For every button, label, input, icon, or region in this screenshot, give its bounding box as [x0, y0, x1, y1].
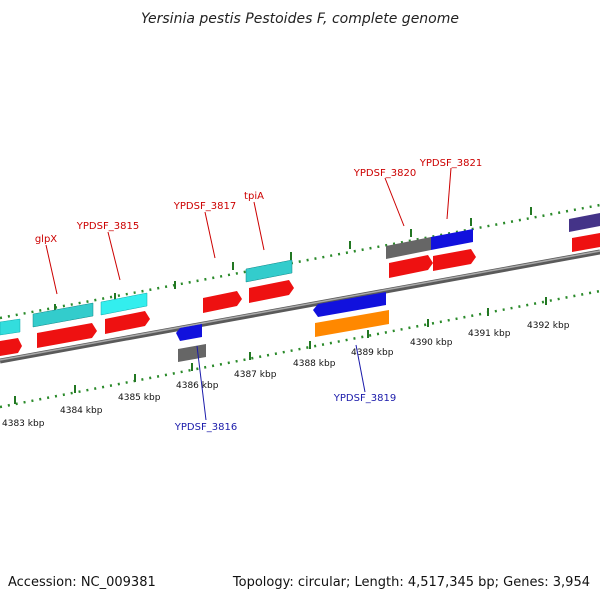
feature-ypdsf3820-gene[interactable]: [386, 237, 431, 259]
feature-ypdsf3821-gene[interactable]: [431, 229, 473, 250]
tick-label-4388: 4388 kbp: [293, 359, 336, 369]
feature-ypdsf3815-gene[interactable]: [100, 292, 148, 316]
label-ypdsf3815[interactable]: YPDSF_3815: [76, 221, 139, 232]
label-ypdsf3816[interactable]: YPDSF_3816: [174, 422, 237, 433]
tick-label-4389: 4389 kbp: [351, 348, 394, 358]
feature-ypdsf3816-gene[interactable]: [176, 324, 202, 341]
label-ypdsf3817[interactable]: YPDSF_3817: [173, 201, 236, 212]
feature-glpX-cds[interactable]: [37, 323, 97, 348]
tick-labels: 4383 kbp 4384 kbp 4385 kbp 4386 kbp 4387…: [2, 321, 570, 429]
label-connectors: [45, 167, 452, 421]
feature-ypdsf3819-gene[interactable]: [313, 292, 386, 317]
feature-ypdsf3819-cds[interactable]: [315, 310, 389, 337]
label-glpX[interactable]: glpX: [35, 234, 57, 245]
feature-tpiA-cds[interactable]: [249, 280, 294, 303]
feature-ypdsf3821-cds[interactable]: [433, 249, 476, 271]
label-ypdsf3821[interactable]: YPDSF_3821: [419, 158, 482, 169]
feature-glpX-gene[interactable]: [32, 302, 94, 328]
feature-tpiA-gene[interactable]: [245, 259, 293, 283]
label-tpiA[interactable]: tpiA: [244, 191, 264, 202]
genome-summary-text: Topology: circular; Length: 4,517,345 bp…: [232, 575, 590, 590]
feature-ypdsf3817-cds[interactable]: [203, 291, 242, 313]
genome-backbone: [0, 249, 600, 364]
label-ypdsf3819[interactable]: YPDSF_3819: [333, 393, 396, 404]
tick-label-4391: 4391 kbp: [468, 329, 511, 339]
feature-purple-right-edge[interactable]: [569, 213, 600, 232]
feature-ypdsf3820-cds[interactable]: [389, 255, 433, 278]
tick-label-4383: 4383 kbp: [2, 419, 45, 429]
tick-label-4385: 4385 kbp: [118, 393, 161, 403]
gene-labels: glpX YPDSF_3815 YPDSF_3817 tpiA YPDSF_38…: [35, 158, 482, 433]
lower-major-ticks: [14, 297, 547, 404]
tick-label-4387: 4387 kbp: [234, 370, 277, 380]
forward-strand-features: [0, 213, 600, 356]
feature-cyan-left-edge[interactable]: [0, 318, 21, 336]
label-ypdsf3820[interactable]: YPDSF_3820: [353, 168, 416, 179]
tick-label-4386: 4386 kbp: [176, 381, 219, 391]
tick-label-4390: 4390 kbp: [410, 338, 453, 348]
accession-text: Accession: NC_009381: [8, 575, 156, 590]
reverse-strand-features: [176, 292, 389, 362]
feature-cds-right-edge[interactable]: [572, 233, 600, 252]
feature-ypdsf3815-cds[interactable]: [105, 311, 150, 334]
tick-label-4392: 4392 kbp: [527, 321, 570, 331]
lower-tick-track: [0, 289, 600, 409]
feature-cds-left-edge[interactable]: [0, 338, 22, 356]
map-title: Yersinia pestis Pestoides F, complete ge…: [141, 11, 459, 27]
feature-ypdsf3816-cds[interactable]: [178, 344, 206, 362]
upper-tick-track: [0, 203, 600, 320]
tick-label-4384: 4384 kbp: [60, 406, 103, 416]
